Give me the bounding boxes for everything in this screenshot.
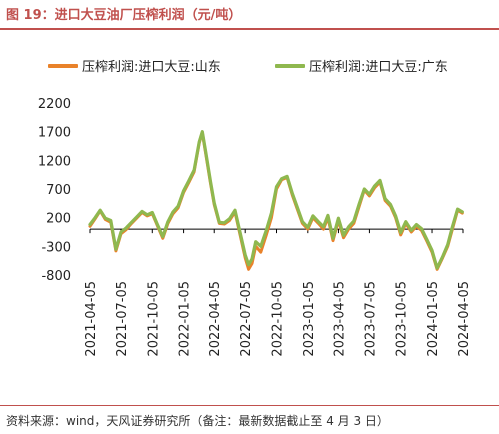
y-tick-label: 1700 [38, 126, 71, 141]
y-tick-label: 1200 [38, 154, 71, 169]
legend-item-shandong: 压榨利润:进口大豆:山东 [48, 56, 221, 75]
x-tick-label: 2022-10-05 [271, 281, 286, 357]
series-line-guangdong [88, 130, 464, 270]
legend-label-guangdong: 压榨利润:进口大豆:广东 [309, 60, 448, 75]
x-tick-label: 2024-01-05 [426, 281, 441, 357]
figure-title: 图 19：进口大豆油厂压榨利润（元/吨） [6, 8, 242, 23]
source-divider [0, 405, 499, 406]
legend-label-shandong: 压榨利润:进口大豆:山东 [82, 60, 221, 75]
x-tick-label: 2023-07-05 [363, 281, 378, 357]
y-tick-label: -800 [41, 269, 71, 284]
y-tick-label: -300 [41, 240, 71, 255]
y-tick-label: 2200 [38, 97, 71, 112]
x-tick-label: 2023-01-05 [302, 281, 317, 357]
legend-swatch-guangdong [275, 63, 305, 68]
series-layer [88, 130, 464, 271]
series-line-shandong [88, 131, 464, 271]
source-note: 资料来源：wind，天风证券研究所（备注：最新数据截止至 4 月 3 日） [6, 414, 389, 428]
x-tick-label: 2024-04-05 [457, 281, 472, 357]
x-tick-label: 2022-01-05 [178, 281, 193, 357]
x-tick-label: 2022-07-05 [239, 281, 254, 357]
x-tick-label: 2023-04-05 [332, 281, 347, 357]
x-tick-label: 2022-04-05 [208, 281, 223, 357]
x-tick-label: 2021-07-05 [115, 281, 130, 357]
y-tick-label: 700 [46, 183, 71, 198]
y-axis: -800 -300 200 700 1200 1700 2200 [38, 97, 71, 284]
x-tick-label: 2021-04-05 [84, 281, 99, 357]
x-tick-label: 2021-10-05 [146, 281, 161, 357]
legend-swatch-shandong [48, 63, 78, 68]
x-axis: 2021-04-05 2021-07-05 2021-10-05 2022-01-05… [84, 228, 472, 357]
legend-item-guangdong: 压榨利润:进口大豆:广东 [275, 56, 448, 75]
title-divider [0, 28, 499, 30]
x-tick-label: 2023-10-05 [395, 281, 410, 357]
y-tick-label: 200 [46, 212, 71, 227]
